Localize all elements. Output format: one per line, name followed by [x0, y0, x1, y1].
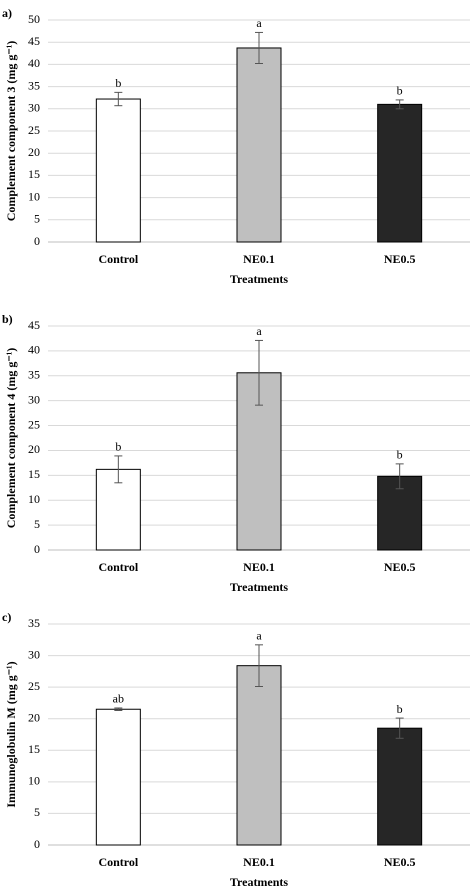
x-tick-label: NE0.5 — [384, 855, 416, 869]
significance-letter: b — [397, 84, 403, 98]
y-tick-label: 0 — [34, 234, 40, 248]
x-tick-label: Control — [98, 855, 138, 869]
panel-label: c) — [2, 610, 11, 624]
x-axis-label: Treatments — [230, 875, 289, 887]
y-tick-label: 0 — [34, 542, 40, 556]
significance-letter: b — [115, 440, 121, 454]
panel-label: b) — [2, 312, 13, 326]
y-axis-label: Complement component 4 (mg g⁻¹) — [4, 348, 18, 529]
x-tick-label: NE0.5 — [384, 252, 416, 266]
y-tick-label: 15 — [28, 167, 40, 181]
y-tick-label: 40 — [28, 56, 40, 70]
significance-letter: a — [256, 324, 262, 338]
x-tick-label: NE0.1 — [243, 855, 275, 869]
x-tick-label: NE0.1 — [243, 560, 275, 574]
y-tick-label: 25 — [28, 679, 40, 693]
significance-letter: b — [397, 448, 403, 462]
y-tick-label: 15 — [28, 467, 40, 481]
y-tick-label: 35 — [28, 368, 40, 382]
y-tick-label: 10 — [28, 492, 40, 506]
y-axis-label: Complement component 3 (mg g⁻¹) — [4, 41, 18, 222]
significance-letter: b — [115, 76, 121, 90]
x-tick-label: Control — [98, 252, 138, 266]
y-tick-label: 5 — [34, 517, 40, 531]
significance-letter: a — [256, 16, 262, 30]
y-tick-label: 30 — [28, 392, 40, 406]
y-tick-label: 35 — [28, 616, 40, 630]
y-tick-label: 35 — [28, 78, 40, 92]
y-tick-label: 10 — [28, 774, 40, 788]
y-tick-label: 20 — [28, 710, 40, 724]
x-tick-label: Control — [98, 560, 138, 574]
significance-letter: a — [256, 629, 262, 643]
y-tick-label: 25 — [28, 417, 40, 431]
y-tick-label: 30 — [28, 647, 40, 661]
y-axis-label: Immunoglobulin M (mg g⁻¹) — [4, 661, 18, 807]
bar — [377, 103, 423, 243]
significance-letter: b — [397, 702, 403, 716]
x-tick-label: NE0.5 — [384, 560, 416, 574]
significance-letter: ab — [113, 692, 124, 706]
bar — [95, 98, 141, 243]
x-axis-label: Treatments — [230, 272, 289, 286]
y-tick-label: 45 — [28, 318, 40, 332]
x-tick-label: NE0.1 — [243, 252, 275, 266]
y-tick-label: 20 — [28, 442, 40, 456]
bar — [236, 47, 282, 243]
bar — [377, 727, 423, 846]
y-tick-label: 50 — [28, 12, 40, 26]
y-tick-label: 25 — [28, 123, 40, 137]
y-tick-label: 15 — [28, 742, 40, 756]
y-tick-label: 5 — [34, 212, 40, 226]
y-tick-label: 45 — [28, 34, 40, 48]
bar — [95, 708, 141, 846]
y-tick-label: 5 — [34, 805, 40, 819]
y-tick-label: 30 — [28, 101, 40, 115]
y-tick-label: 0 — [34, 837, 40, 851]
y-tick-label: 40 — [28, 343, 40, 357]
bar — [236, 665, 282, 846]
x-axis-label: Treatments — [230, 580, 289, 594]
y-tick-label: 20 — [28, 145, 40, 159]
y-tick-label: 10 — [28, 189, 40, 203]
panel-label: a) — [2, 6, 12, 20]
